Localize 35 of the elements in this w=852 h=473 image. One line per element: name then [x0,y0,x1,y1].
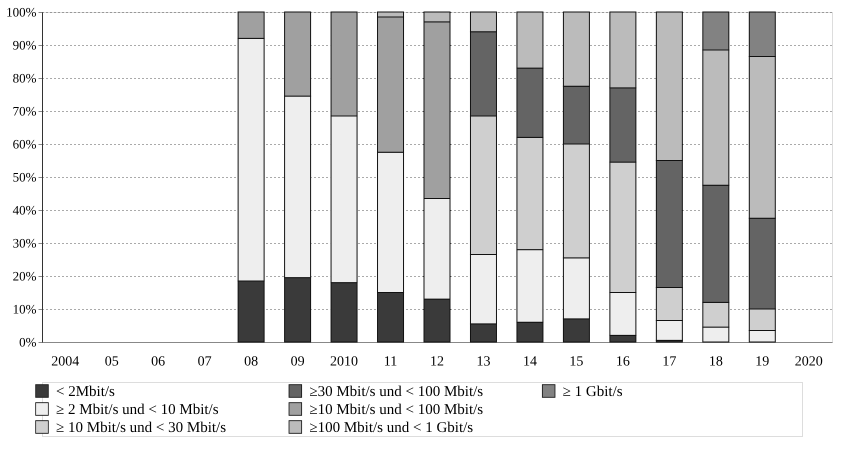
y-tick-label: 60% [12,136,37,152]
legend-label: ≥100 Mbit/s und < 1 Gbit/s [309,420,474,436]
legend-label: ≥ 2 Mbit/s und < 10 Mbit/s [56,402,219,418]
x-tick-label: 07 [198,354,212,370]
x-tick-label: 08 [244,354,258,370]
x-tick-label: 12 [430,354,444,370]
y-tick-label: 80% [12,70,37,86]
x-tick-label: 18 [708,354,723,370]
x-tick-label: 05 [104,354,119,370]
legend-label: < 2Mbit/s [56,384,116,400]
x-tick-label: 14 [522,354,537,370]
x-tick-label: 13 [476,354,490,370]
x-tick-label: 09 [290,354,305,370]
y-tick-label: 0% [19,334,37,350]
x-tick-label: 11 [384,354,398,370]
y-tick-label: 20% [12,268,37,284]
y-tick-label: 10% [12,302,37,316]
x-tick-label: 15 [569,354,584,370]
x-tick-label: 16 [616,354,630,370]
y-tick-label: 30% [12,236,37,250]
x-tick-label: 06 [151,354,166,370]
x-tick-label: 19 [755,354,770,370]
legend-label: ≥30 Mbit/s und < 100 Mbit/s [309,384,484,400]
legend-label: ≥ 10 Mbit/s und < 30 Mbit/s [56,420,226,436]
y-tick-label: 70% [12,104,37,118]
y-tick-label: 90% [12,38,37,52]
legend-label: ≥10 Mbit/s und < 100 Mbit/s [309,402,484,418]
y-tick-label: 50% [12,170,37,184]
x-tick-label: 2010 [330,354,358,370]
x-tick-label: 2004 [51,354,80,370]
y-tick-label: 40% [12,202,37,218]
y-tick-label: 100% [6,4,37,20]
x-tick-label: 2020 [794,354,823,370]
x-tick-label: 17 [662,354,676,370]
legend-label: ≥ 1 Gbit/s [562,384,623,400]
